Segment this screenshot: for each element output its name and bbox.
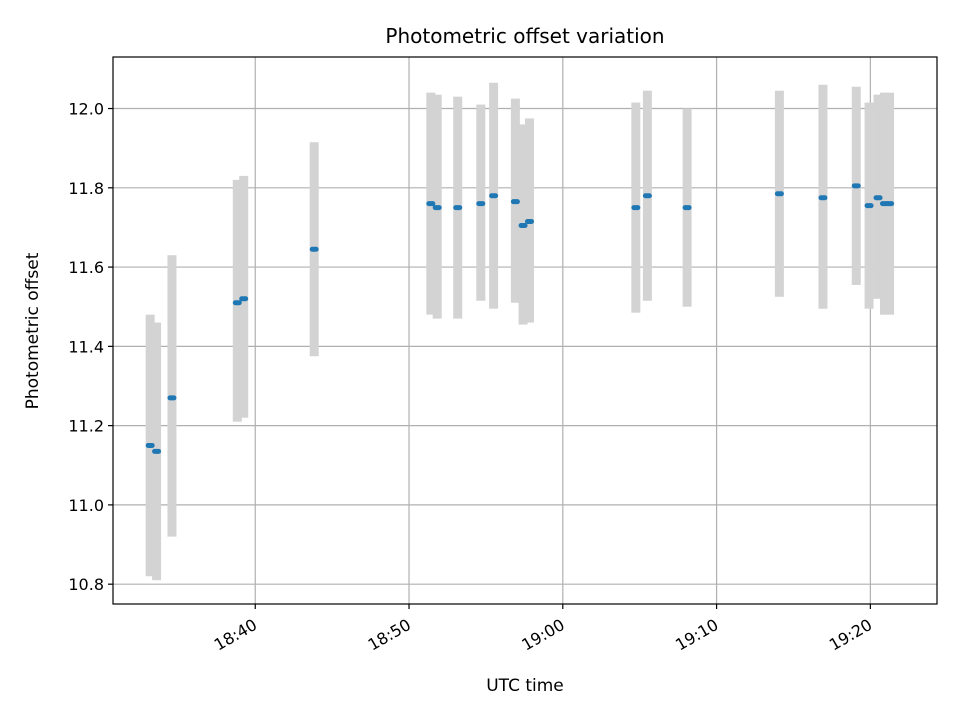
data-point [524, 218, 534, 224]
tick-layer: 10.8 11.0 11.2 11.4 11.6 11.8 12.0 18:40 18:50 19… [68, 100, 875, 655]
data-point [309, 246, 319, 252]
y-tick-label: 11.2 [68, 417, 104, 436]
y-tick-label: 11.6 [68, 258, 104, 277]
data-point [864, 203, 874, 209]
data-point [885, 201, 895, 207]
y-axis-title: Photometric offset [23, 252, 43, 409]
y-tick-label: 11.0 [68, 496, 104, 515]
data-point [239, 296, 249, 302]
data-point [145, 442, 155, 448]
plot-frame [112, 56, 938, 605]
data-point [432, 205, 442, 211]
data-point [152, 448, 162, 454]
data-point [873, 195, 883, 201]
x-tick-label: 19:00 [518, 615, 567, 655]
y-tick-label: 11.8 [68, 179, 104, 198]
data-point [489, 193, 499, 199]
data-point [774, 191, 784, 197]
data-point [426, 201, 436, 207]
data-point [232, 300, 242, 306]
x-tick-label: 18:40 [211, 615, 260, 655]
y-tick-label: 11.4 [68, 337, 104, 356]
data-point [631, 205, 641, 211]
data-point [476, 201, 486, 207]
data-point [818, 195, 828, 201]
x-tick-label: 19:20 [826, 615, 875, 655]
data-point [682, 205, 692, 211]
x-tick-label: 19:10 [672, 615, 721, 655]
data-point [518, 222, 528, 228]
data-point [851, 183, 861, 189]
chart-title: Photometric offset variation [385, 24, 664, 48]
data-point [510, 199, 520, 205]
x-tick-label: 18:50 [365, 615, 414, 655]
point-layer [145, 183, 895, 454]
data-point [453, 205, 463, 211]
data-point [642, 193, 652, 199]
y-tick-label: 10.8 [68, 575, 104, 594]
y-tick-label: 12.0 [68, 100, 104, 119]
x-axis-title: UTC time [486, 676, 564, 696]
errorbar-layer [145, 82, 895, 581]
data-point [167, 395, 177, 401]
